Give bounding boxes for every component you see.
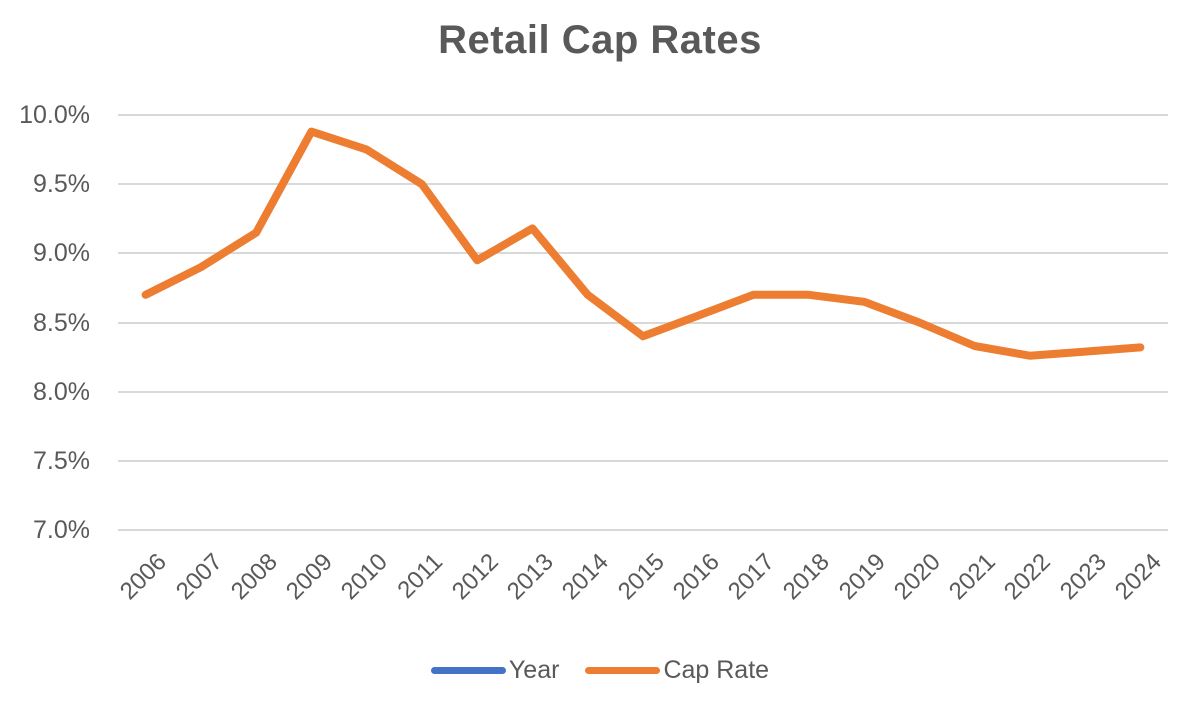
cap-rate-series-line — [141, 127, 1145, 360]
chart-title: Retail Cap Rates — [438, 18, 762, 62]
y-tick-label: 9.0% — [33, 239, 90, 268]
gridline-8.5% — [118, 321, 1168, 324]
gridline-8.0% — [118, 390, 1168, 393]
legend-label-cap-rate: Cap Rate — [663, 655, 770, 684]
gridline-7.0% — [118, 529, 1168, 531]
cap-rate-series-swatch — [585, 666, 661, 674]
y-tick-label: 8.0% — [33, 377, 90, 406]
gridline-7.5% — [118, 459, 1168, 462]
y-tick-label: 9.5% — [33, 170, 90, 199]
y-tick-label: 7.0% — [33, 516, 90, 544]
y-tick-label: 10.0% — [19, 101, 90, 129]
y-tick-label: 7.5% — [33, 446, 90, 475]
legend-item-year: Year — [430, 655, 560, 685]
legend-label-year: Year — [508, 655, 560, 684]
gridline-10.0% — [118, 114, 1168, 116]
gridline-9.0% — [118, 252, 1168, 255]
y-tick-label: 8.5% — [33, 308, 90, 337]
legend: Year Cap Rate — [0, 651, 1200, 689]
year-series-swatch — [430, 666, 506, 674]
legend-item-cap-rate: Cap Rate — [585, 656, 769, 685]
gridline-9.5% — [118, 183, 1168, 186]
